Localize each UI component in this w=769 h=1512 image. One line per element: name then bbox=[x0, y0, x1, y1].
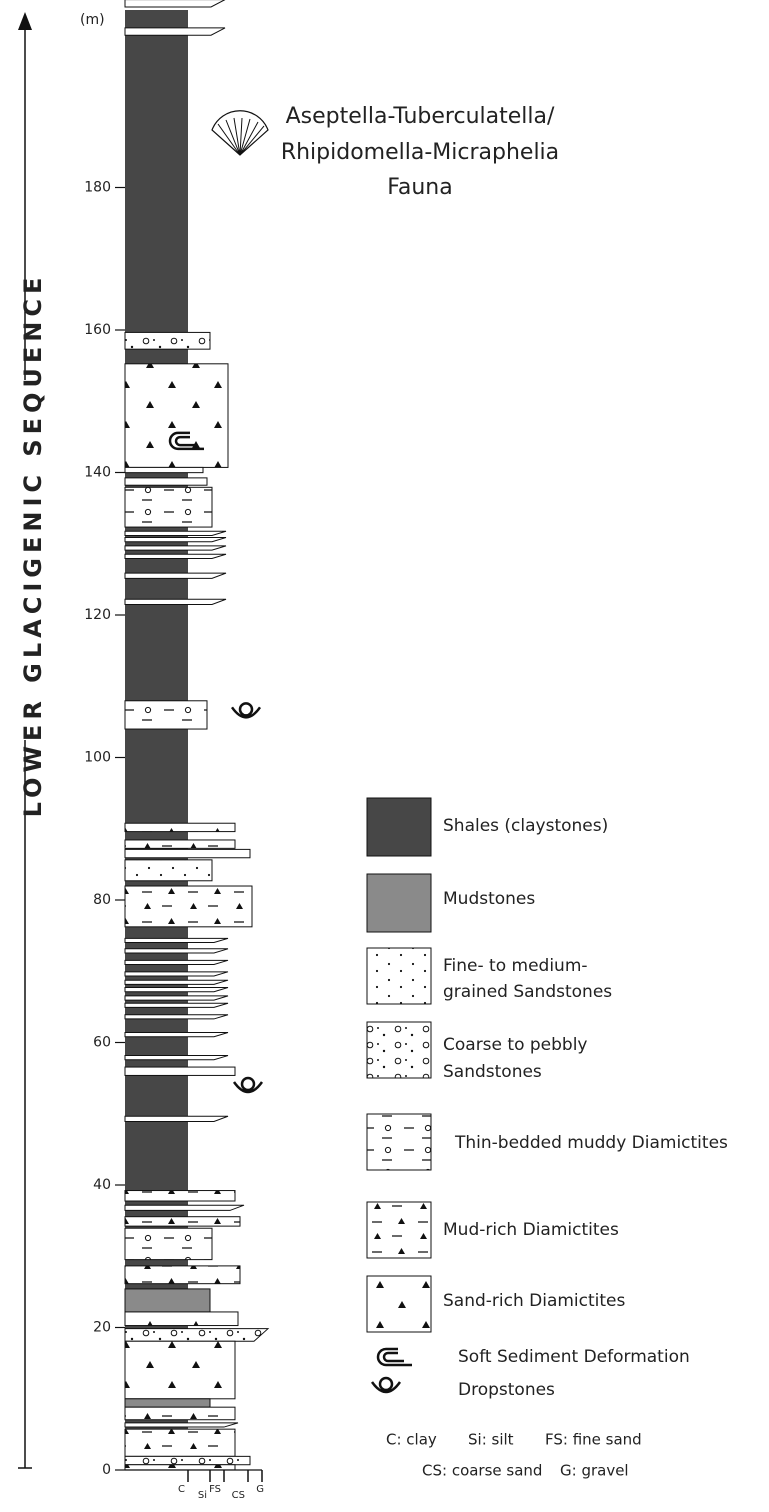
fauna-label: Rhipidomella-Micraphelia bbox=[281, 140, 559, 165]
bed bbox=[125, 1407, 235, 1420]
fauna-label: Fauna bbox=[387, 175, 452, 200]
abbreviation: C: clay bbox=[386, 1431, 437, 1449]
bed bbox=[125, 467, 203, 472]
bed bbox=[125, 823, 235, 831]
legend-swatch bbox=[367, 1202, 431, 1258]
bed bbox=[125, 972, 228, 976]
bed bbox=[125, 1329, 268, 1342]
bed bbox=[125, 554, 226, 558]
legend-label: Mud-rich Diamictites bbox=[443, 1220, 619, 1240]
abbreviation: G: gravel bbox=[560, 1462, 629, 1480]
bed bbox=[125, 1289, 210, 1312]
bed bbox=[125, 531, 226, 535]
fauna-label: Aseptella-Tuberculatella/ bbox=[286, 104, 555, 129]
bed bbox=[125, 0, 225, 7]
bed bbox=[125, 1191, 235, 1201]
abbreviation: Si: silt bbox=[468, 1431, 514, 1449]
bed bbox=[125, 1015, 228, 1019]
bed bbox=[125, 1056, 228, 1060]
bed bbox=[125, 1341, 235, 1399]
bed bbox=[125, 1429, 235, 1456]
legend-swatch bbox=[367, 948, 431, 1004]
column bbox=[125, 0, 268, 1470]
legend-label: Sandstones bbox=[443, 1062, 542, 1082]
bed bbox=[125, 701, 207, 729]
bed bbox=[125, 332, 210, 349]
bed bbox=[125, 538, 226, 542]
bed bbox=[125, 849, 250, 857]
bed bbox=[125, 1266, 240, 1284]
deformation-icon bbox=[378, 1349, 412, 1365]
bed bbox=[125, 487, 212, 527]
bed bbox=[125, 1067, 235, 1075]
legend-swatch bbox=[367, 1022, 431, 1078]
grain-label: Si bbox=[198, 1490, 207, 1501]
legend-label: Sand-rich Diamictites bbox=[443, 1291, 626, 1311]
dropstone-icon bbox=[232, 703, 260, 717]
bed bbox=[125, 938, 228, 942]
grain-label: CS bbox=[232, 1490, 245, 1501]
stratigraphic-column: LOWER GLACIGENIC SEQUENCE Aseptella-Tube… bbox=[0, 0, 769, 1508]
bed bbox=[125, 840, 235, 848]
bed bbox=[125, 1228, 212, 1259]
dropstone-icon bbox=[372, 1378, 400, 1392]
legend bbox=[367, 798, 431, 1392]
bed bbox=[125, 1399, 210, 1407]
bed bbox=[125, 1033, 228, 1037]
bed bbox=[125, 28, 225, 35]
bed bbox=[125, 1116, 228, 1121]
tick-label: 20 bbox=[93, 1320, 111, 1336]
legend-label: Soft Sediment Deformation bbox=[458, 1347, 690, 1367]
grain-label: FS bbox=[209, 1484, 221, 1495]
tick-label: 0 bbox=[102, 1462, 111, 1478]
bed bbox=[125, 1312, 238, 1326]
tick-label: 180 bbox=[84, 180, 111, 196]
grain-label: G bbox=[256, 1484, 264, 1495]
bed bbox=[125, 960, 228, 964]
bed bbox=[125, 1217, 240, 1226]
legend-label: Coarse to pebbly bbox=[443, 1035, 587, 1055]
tick-label: 60 bbox=[93, 1035, 111, 1051]
bed bbox=[125, 599, 226, 604]
bed bbox=[125, 980, 228, 984]
bed bbox=[125, 546, 226, 550]
legend-label: grained Sandstones bbox=[443, 982, 612, 1002]
legend-label: Dropstones bbox=[458, 1380, 555, 1400]
legend-label: Fine- to medium- bbox=[443, 956, 588, 976]
dropstone-icon bbox=[234, 1078, 262, 1092]
bed bbox=[125, 1205, 244, 1210]
legend-swatch bbox=[367, 798, 431, 856]
legend-swatch bbox=[367, 1114, 431, 1170]
tick-label: 120 bbox=[84, 607, 111, 623]
sequence-label: LOWER GLACIGENIC SEQUENCE bbox=[19, 273, 47, 818]
bed bbox=[125, 1003, 228, 1007]
tick-label: 80 bbox=[93, 892, 111, 908]
bed bbox=[125, 949, 228, 953]
legend-label: Mudstones bbox=[443, 889, 535, 909]
bed bbox=[125, 996, 228, 1000]
tick-label: 40 bbox=[93, 1177, 111, 1193]
tick-label: 160 bbox=[84, 322, 111, 338]
legend-swatch bbox=[367, 1276, 431, 1332]
bed bbox=[125, 988, 228, 992]
bed bbox=[125, 1465, 235, 1470]
legend-swatch bbox=[367, 874, 431, 932]
bed bbox=[125, 478, 207, 485]
grain-label: C bbox=[178, 1484, 185, 1495]
axis-unit: (m) bbox=[80, 12, 105, 28]
abbreviation: FS: fine sand bbox=[545, 1431, 642, 1449]
bed bbox=[125, 364, 228, 468]
arrow-head bbox=[18, 12, 32, 30]
tick-label: 100 bbox=[84, 750, 111, 766]
bed bbox=[125, 860, 212, 881]
legend-label: Shales (claystones) bbox=[443, 816, 608, 836]
bed bbox=[125, 886, 252, 927]
legend-label: Thin-bedded muddy Diamictites bbox=[454, 1133, 728, 1153]
bed bbox=[125, 573, 226, 578]
tick-label: 140 bbox=[84, 465, 111, 481]
bed bbox=[125, 1456, 250, 1464]
bed bbox=[125, 1423, 238, 1427]
abbreviation: CS: coarse sand bbox=[422, 1462, 542, 1480]
